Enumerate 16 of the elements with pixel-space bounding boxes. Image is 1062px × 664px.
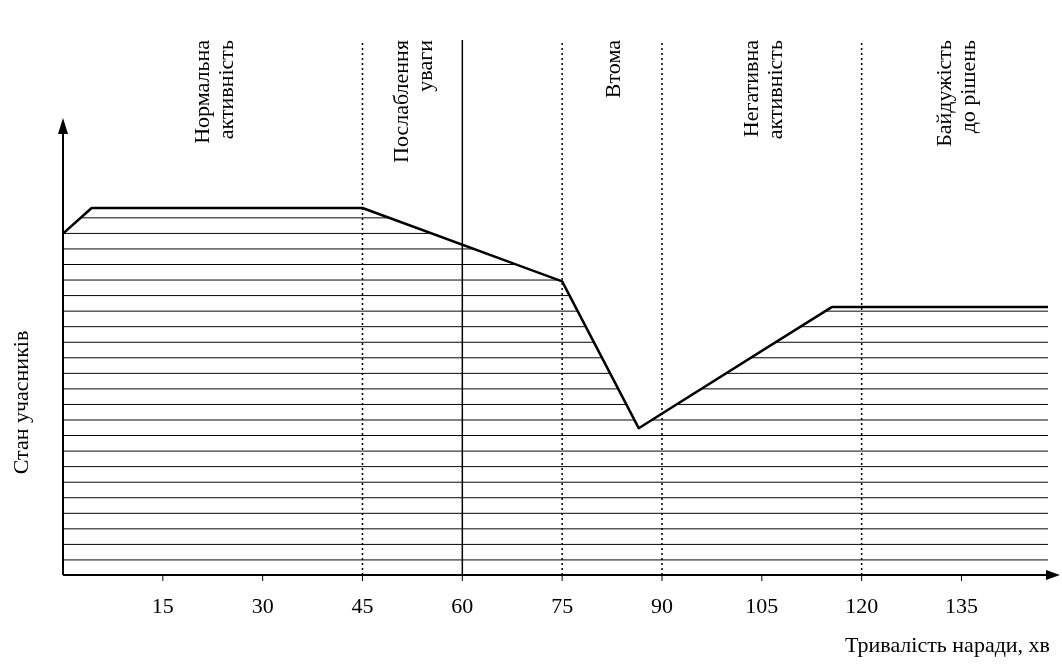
- y-axis-title: Стан учасників: [8, 330, 33, 475]
- x-tick-label: 15: [151, 593, 174, 618]
- text: Негативна активність: [737, 39, 787, 140]
- x-tick-label: 45: [351, 593, 374, 618]
- text: Байдужість до рішень: [930, 40, 980, 147]
- x-tick-label: 30: [251, 593, 274, 618]
- text: Послаблення уваги: [388, 39, 438, 163]
- x-tick-label: 90: [650, 593, 673, 618]
- x-tick-label: 75: [551, 593, 574, 618]
- x-tick-label: 60: [451, 593, 474, 618]
- x-tick-label: 120: [845, 593, 879, 618]
- text: Втома: [600, 39, 626, 99]
- x-tick-label: 135: [944, 593, 978, 618]
- text: Нормальна активність: [188, 39, 238, 144]
- x-tick-label: 105: [745, 593, 779, 618]
- x-axis-title: Тривалість наради, хв: [844, 632, 1050, 657]
